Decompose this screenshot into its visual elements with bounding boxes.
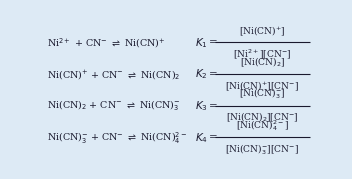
Text: $K_2$: $K_2$ <box>195 68 208 81</box>
Text: $K_1$: $K_1$ <box>195 36 208 50</box>
Text: [Ni(CN)$_2$][CN$^{-}$]: [Ni(CN)$_2$][CN$^{-}$] <box>226 111 298 124</box>
Text: =: = <box>209 38 218 47</box>
Text: Ni$^{2+}$ + CN$^{-}$ $\rightleftharpoons$ Ni(CN)$^{+}$: Ni$^{2+}$ + CN$^{-}$ $\rightleftharpoons… <box>47 36 165 50</box>
Text: [Ni(CN)$_3^{-}$][CN$^{-}$]: [Ni(CN)$_3^{-}$][CN$^{-}$] <box>225 142 299 157</box>
Text: $K_4$: $K_4$ <box>195 131 208 145</box>
Text: =: = <box>209 134 218 142</box>
Text: [Ni$^{2+}$][CN$^{-}$]: [Ni$^{2+}$][CN$^{-}$] <box>233 47 291 61</box>
Text: $K_3$: $K_3$ <box>195 99 208 113</box>
Text: [Ni(CN)$_2$]: [Ni(CN)$_2$] <box>240 56 285 69</box>
Text: =: = <box>209 102 218 111</box>
Text: =: = <box>209 70 218 79</box>
Text: [Ni(CN)$^{+}$]: [Ni(CN)$^{+}$] <box>239 24 285 38</box>
Text: Ni(CN)$^{+}$ + CN$^{-}$ $\rightleftharpoons$ Ni(CN)$_2$: Ni(CN)$^{+}$ + CN$^{-}$ $\rightleftharpo… <box>47 68 180 81</box>
Text: Ni(CN)$_3^{-}$ + CN$^{-}$ $\rightleftharpoons$ Ni(CN)$_4^{2-}$: Ni(CN)$_3^{-}$ + CN$^{-}$ $\rightlefthar… <box>47 130 187 146</box>
Text: Ni(CN)$_2$ + CN$^{-}$ $\rightleftharpoons$ Ni(CN)$_3^{-}$: Ni(CN)$_2$ + CN$^{-}$ $\rightleftharpoon… <box>47 99 180 113</box>
Text: [Ni(CN)$_3^{-}$]: [Ni(CN)$_3^{-}$] <box>239 86 285 101</box>
Text: [Ni(CN)$_4^{2-}$]: [Ni(CN)$_4^{2-}$] <box>236 118 289 133</box>
Text: [Ni(CN)$^{+}$][CN$^{-}$]: [Ni(CN)$^{+}$][CN$^{-}$] <box>225 79 299 93</box>
